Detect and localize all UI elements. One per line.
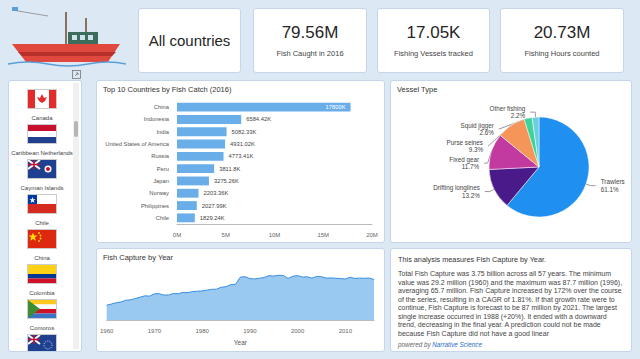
html-text:17.05K: 17.05K xyxy=(406,23,461,42)
svg-text:Norway: Norway xyxy=(149,190,169,196)
svg-text:China: China xyxy=(154,104,170,110)
svg-text:1970: 1970 xyxy=(148,328,162,334)
svg-text:Year: Year xyxy=(234,339,248,346)
svg-text:United States of America: United States of America xyxy=(105,141,170,147)
svg-text:2027.99K: 2027.99K xyxy=(202,203,227,209)
html-text:Comoros: Comoros xyxy=(29,325,55,331)
svg-text:9.3%: 9.3% xyxy=(469,146,484,153)
html-text:Fishing Vessels tracked: Fishing Vessels tracked xyxy=(394,49,473,58)
svg-text:2.6%: 2.6% xyxy=(479,129,494,136)
svg-text:Russia: Russia xyxy=(151,153,169,159)
html-text:Fish Caught in 2016: Fish Caught in 2016 xyxy=(276,49,344,58)
svg-text:3275.26K: 3275.26K xyxy=(214,178,239,184)
html-text:Colombia: Colombia xyxy=(29,290,55,296)
svg-text:61.1%: 61.1% xyxy=(601,186,619,193)
svg-text:4773.41K: 4773.41K xyxy=(229,153,254,159)
svg-text:1980: 1980 xyxy=(195,328,209,334)
html-text:Caribbean Netherlands: Caribbean Netherlands xyxy=(11,150,73,156)
html-text:20.73M: 20.73M xyxy=(533,23,591,42)
html-text:Cayman Islands: Cayman Islands xyxy=(20,185,64,191)
svg-text:2010: 2010 xyxy=(339,328,353,334)
html-text:powered by Narrative Science: powered by Narrative Science xyxy=(398,341,482,348)
svg-text:11.7%: 11.7% xyxy=(462,163,480,170)
svg-text:India: India xyxy=(156,129,169,135)
svg-text:Trawlers: Trawlers xyxy=(601,178,625,185)
svg-text:Indonesia: Indonesia xyxy=(144,116,170,122)
svg-text:10M: 10M xyxy=(269,232,281,238)
svg-text:5M: 5M xyxy=(222,232,230,238)
svg-text:Chile: Chile xyxy=(156,215,169,221)
svg-text:Fixed gear: Fixed gear xyxy=(449,155,480,163)
svg-text:13.2%: 13.2% xyxy=(462,192,480,199)
svg-text:5082.33K: 5082.33K xyxy=(232,129,257,135)
svg-text:1990: 1990 xyxy=(243,328,257,334)
html-text:Chile: Chile xyxy=(35,220,49,226)
svg-text:1829.24K: 1829.24K xyxy=(200,215,225,221)
svg-text:Purse seines: Purse seines xyxy=(447,139,483,146)
svg-text:20M: 20M xyxy=(366,232,378,238)
svg-text:17800K: 17800K xyxy=(326,104,346,110)
html-text:Vessel Type: Vessel Type xyxy=(397,85,438,94)
html-text:Fishing Hours counted: Fishing Hours counted xyxy=(524,49,600,58)
html-text:Fish Capture by Year: Fish Capture by Year xyxy=(103,253,173,262)
svg-text:15M: 15M xyxy=(317,232,329,238)
svg-text:1960: 1960 xyxy=(100,328,114,334)
svg-text:Japan: Japan xyxy=(153,178,169,184)
html-text:Total Fish Capture was 3.75 bi: Total Fish Capture was 3.75 billion acro… xyxy=(398,270,623,337)
html-text:Top 10 Countries by Fish Catch: Top 10 Countries by Fish Catch (2016) xyxy=(103,85,232,94)
svg-text:2203.36K: 2203.36K xyxy=(203,190,228,196)
svg-text:4931.02K: 4931.02K xyxy=(230,141,255,147)
svg-text:Peru: Peru xyxy=(157,166,169,172)
svg-text:Philippines: Philippines xyxy=(141,203,169,209)
svg-text:Other fishing: Other fishing xyxy=(489,104,526,112)
html-text:China: China xyxy=(34,255,50,261)
svg-text:0M: 0M xyxy=(173,232,181,238)
svg-text:6584.42K: 6584.42K xyxy=(246,116,271,122)
svg-text:Drifting longlines: Drifting longlines xyxy=(433,184,480,192)
html-text:79.56M: 79.56M xyxy=(281,23,339,42)
svg-text:2.2%: 2.2% xyxy=(511,112,526,119)
html-text:This analysis measures Fish Ca: This analysis measures Fish Capture by Y… xyxy=(398,255,546,264)
svg-text:3811.8K: 3811.8K xyxy=(219,166,240,172)
html-text:All countries: All countries xyxy=(148,32,231,49)
svg-text:2000: 2000 xyxy=(291,328,305,334)
html-text:Canada: Canada xyxy=(31,115,53,121)
svg-text:Squid jigger: Squid jigger xyxy=(460,121,494,129)
